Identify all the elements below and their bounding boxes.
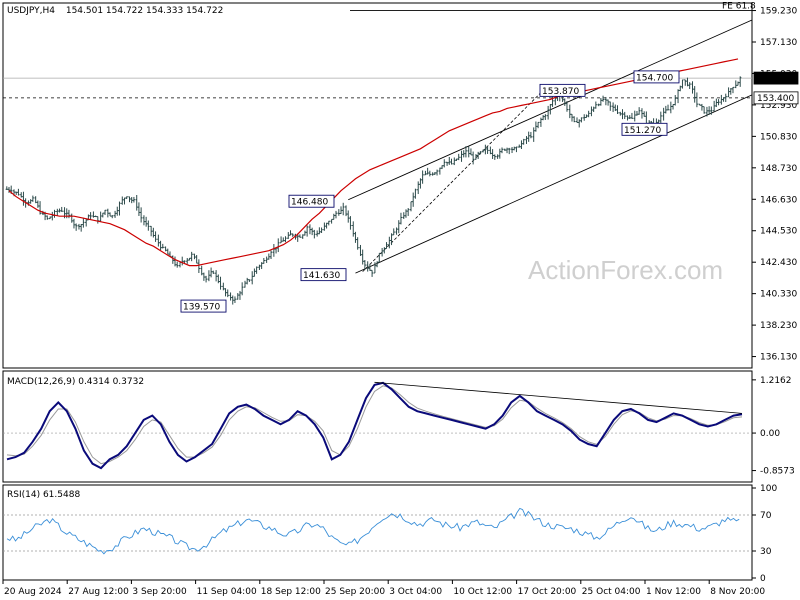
time-tick-label: 3 Oct 04:00 bbox=[389, 587, 442, 597]
price-tick-label: 136.130 bbox=[760, 353, 797, 363]
rsi-tick-label: 30 bbox=[760, 547, 772, 557]
time-axis: 20 Aug 2024 27 Aug 12:00 3 Sep 20:00 11 Sep… bbox=[2, 580, 765, 597]
price-tick-label: 144.530 bbox=[760, 227, 797, 237]
price-tag-box bbox=[753, 91, 799, 105]
time-tick-label: 1 Nov 12:00 bbox=[646, 587, 701, 597]
rsi-panel bbox=[2, 484, 753, 581]
time-tick-label: 27 Aug 12:00 bbox=[68, 587, 129, 597]
annotation-label: 154.700 bbox=[636, 73, 673, 83]
fe-label: FE 61.8 bbox=[722, 2, 756, 12]
price-panel bbox=[2, 2, 753, 369]
macd-divergence-line bbox=[374, 381, 743, 414]
macd-title: MACD(12,26,9) 0.4314 0.3732 bbox=[7, 377, 144, 387]
annotation-box bbox=[180, 299, 227, 313]
rsi-tick-label: 70 bbox=[760, 511, 772, 521]
time-tick-label: 25 Oct 04:00 bbox=[582, 587, 641, 597]
rsi-tick-label: 100 bbox=[760, 484, 777, 494]
price-annotations: 146.480 141.630 139.570 153.870 154.700 151.2… bbox=[180, 70, 680, 313]
time-tick-label: 25 Sep 20:00 bbox=[325, 587, 385, 597]
time-tick-label: 8 Nov 20:00 bbox=[710, 587, 765, 597]
annotation-box bbox=[621, 122, 668, 136]
macd-axis: 1.2162 0.00 -0.8573 bbox=[752, 376, 795, 477]
moving-average bbox=[8, 58, 739, 267]
time-tick-label: 17 Oct 20:00 bbox=[518, 587, 577, 597]
annotation-box bbox=[300, 268, 347, 282]
price-tick-label: 148.730 bbox=[760, 164, 797, 174]
price-tag-box bbox=[753, 71, 799, 85]
header-symbol: USDJPY,H4 154.501 154.722 154.333 154.72… bbox=[7, 6, 223, 16]
annotation-label: 151.270 bbox=[624, 126, 661, 136]
price-hlines: FE 61.8 bbox=[3, 2, 756, 99]
price-tick-label: 146.630 bbox=[760, 195, 797, 205]
time-tick-label: 3 Sep 20:00 bbox=[132, 587, 187, 597]
price-bars bbox=[5, 76, 742, 305]
rsi-series bbox=[3, 507, 752, 555]
annotation-label: 153.870 bbox=[542, 87, 579, 97]
macd-tick-label: 0.00 bbox=[760, 429, 780, 439]
annotation-box bbox=[539, 83, 586, 97]
channel-lines bbox=[348, 19, 753, 274]
price-tag-label: 154.722 bbox=[757, 74, 794, 84]
price-tick-label: 152.930 bbox=[760, 101, 797, 111]
channel-median bbox=[362, 90, 544, 272]
macd-tick-label: -0.8573 bbox=[760, 467, 795, 477]
macd-tick-label: 1.2162 bbox=[760, 376, 792, 386]
rsi-title: RSI(14) 61.5488 bbox=[7, 490, 80, 500]
watermark: ActionForex.com bbox=[528, 255, 723, 285]
signal-line bbox=[6, 385, 743, 465]
price-tick-label: 140.330 bbox=[760, 290, 797, 300]
macd-panel bbox=[2, 370, 753, 483]
price-tag-label: 153.400 bbox=[757, 94, 794, 104]
channel-lower bbox=[355, 94, 753, 274]
price-tags: 154.722 153.400 bbox=[753, 71, 799, 105]
annotation-label: 139.570 bbox=[183, 303, 220, 313]
rsi-axis: 100 70 30 0 bbox=[752, 484, 777, 584]
time-tick-label: 20 Aug 2024 bbox=[4, 587, 62, 597]
macd-line bbox=[6, 381, 743, 470]
price-tick-label: 157.130 bbox=[760, 38, 797, 48]
price-axis: 159.230157.130155.030152.930150.830148.7… bbox=[752, 7, 797, 363]
price-tick-label: 159.230 bbox=[760, 7, 797, 17]
annotation-box bbox=[288, 194, 335, 208]
macd-series bbox=[3, 381, 752, 470]
price-tick-label: 142.430 bbox=[760, 258, 797, 268]
rsi-tick-label: 0 bbox=[760, 574, 766, 584]
time-tick-label: 10 Oct 12:00 bbox=[453, 587, 512, 597]
annotation-box bbox=[633, 70, 680, 84]
price-tick-label: 138.230 bbox=[760, 321, 797, 331]
time-tick-label: 11 Sep 04:00 bbox=[197, 587, 257, 597]
price-tick-label: 150.830 bbox=[760, 132, 797, 142]
ma-line bbox=[8, 58, 739, 267]
annotation-label: 146.480 bbox=[291, 198, 328, 208]
annotation-label: 141.630 bbox=[303, 271, 340, 281]
rsi-line bbox=[6, 507, 740, 555]
time-tick-label: 18 Sep 12:00 bbox=[261, 587, 321, 597]
